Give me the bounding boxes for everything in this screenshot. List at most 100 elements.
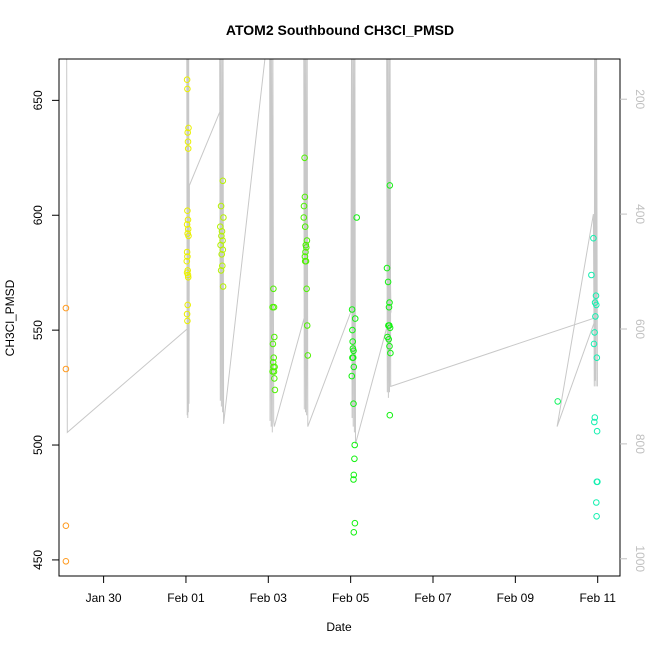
data-point (217, 267, 225, 274)
data-point (353, 214, 361, 221)
data-point (350, 529, 358, 536)
data-point (184, 129, 191, 136)
data-point (594, 478, 601, 486)
data-point (350, 400, 357, 408)
data-point (593, 499, 600, 506)
data-point (387, 349, 394, 357)
data-point (386, 324, 394, 332)
data-point (184, 317, 191, 325)
data-point (217, 202, 225, 210)
data-point (62, 304, 70, 312)
data-point (218, 228, 226, 235)
data-point (184, 85, 191, 93)
data-point (185, 124, 192, 132)
data-point (62, 558, 70, 565)
x-tick-label: Feb 01 (167, 591, 205, 605)
data-point (592, 292, 600, 300)
data-point (184, 301, 191, 309)
x-axis: Jan 30 Feb 01 Feb 03 Feb 05 Feb 07 Feb 09 Feb … (86, 576, 616, 605)
data-point (384, 278, 392, 286)
data-point (303, 285, 310, 293)
data-point (184, 274, 192, 281)
x-tick-label: Feb 03 (250, 591, 288, 605)
data-point (300, 202, 308, 210)
x-tick-label: Feb 09 (497, 591, 535, 605)
y2-tick-label: 200 (633, 89, 647, 109)
flight-track (63, 58, 598, 445)
data-point (300, 214, 308, 221)
data-point (386, 342, 393, 350)
x-tick-label: Feb 07 (414, 591, 452, 605)
data-point (590, 234, 597, 242)
data-point (302, 248, 309, 256)
data-point (385, 303, 393, 311)
data-point (219, 262, 226, 270)
data-point (270, 303, 278, 311)
data-point (185, 232, 192, 240)
data-point (304, 352, 312, 359)
flight-track-line (63, 58, 598, 445)
data-point (183, 310, 191, 318)
data-point (269, 340, 277, 348)
y2-axis: 200 400 600 800 1000 (620, 89, 647, 572)
data-point (270, 285, 277, 293)
data-point (588, 271, 595, 279)
data-point (554, 398, 562, 405)
data-point (593, 354, 601, 362)
y2-tick-label: 1000 (633, 545, 647, 572)
data-point (383, 264, 391, 272)
data-point (220, 214, 227, 221)
data-point (386, 299, 393, 306)
data-point (348, 306, 356, 313)
data-point (184, 216, 192, 224)
series-6 (588, 234, 601, 520)
data-point (349, 338, 357, 345)
series-2 (217, 177, 227, 290)
data-point (62, 522, 70, 530)
y-tick-label: 600 (31, 205, 45, 225)
data-point (351, 519, 359, 527)
data-point (183, 221, 191, 228)
data-point (303, 237, 311, 244)
y2-tick-label: 600 (633, 319, 647, 339)
data-point (271, 375, 278, 382)
y-tick-label: 450 (31, 550, 45, 570)
data-point (592, 313, 599, 320)
data-point (593, 513, 600, 520)
y-tick-label: 500 (31, 435, 45, 455)
data-point (349, 326, 356, 334)
data-point (386, 411, 394, 419)
x-tick-label: Feb 11 (579, 591, 616, 605)
data-point (351, 315, 359, 322)
y-tick-label: 550 (31, 320, 45, 340)
data-point (351, 455, 358, 463)
data-point (184, 225, 192, 233)
data-point (302, 257, 310, 265)
data-point (593, 301, 600, 309)
x-tick-label: Feb 05 (332, 591, 370, 605)
data-point (386, 182, 394, 189)
data-point (591, 329, 598, 336)
y2-tick-label: 800 (633, 434, 647, 454)
data-point (219, 283, 227, 290)
data-point (184, 253, 191, 260)
data-point (301, 154, 308, 162)
y-axis-label: CH3Cl_PMSD (3, 279, 17, 356)
data-points (62, 76, 601, 565)
data-point (183, 257, 191, 265)
data-point (348, 372, 356, 380)
y-tick-label: 650 (31, 90, 45, 110)
data-point (350, 476, 357, 483)
data-point (301, 253, 309, 260)
data-point (183, 248, 191, 256)
data-point (590, 340, 598, 348)
chart-title: ATOM2 Southbound CH3Cl_PMSD (226, 22, 454, 38)
x-axis-label: Date (326, 620, 352, 634)
series-3 (269, 154, 312, 394)
data-point (271, 333, 278, 341)
data-point (184, 145, 192, 152)
series-0 (62, 304, 70, 565)
series-1 (183, 76, 192, 325)
data-point (184, 207, 191, 214)
